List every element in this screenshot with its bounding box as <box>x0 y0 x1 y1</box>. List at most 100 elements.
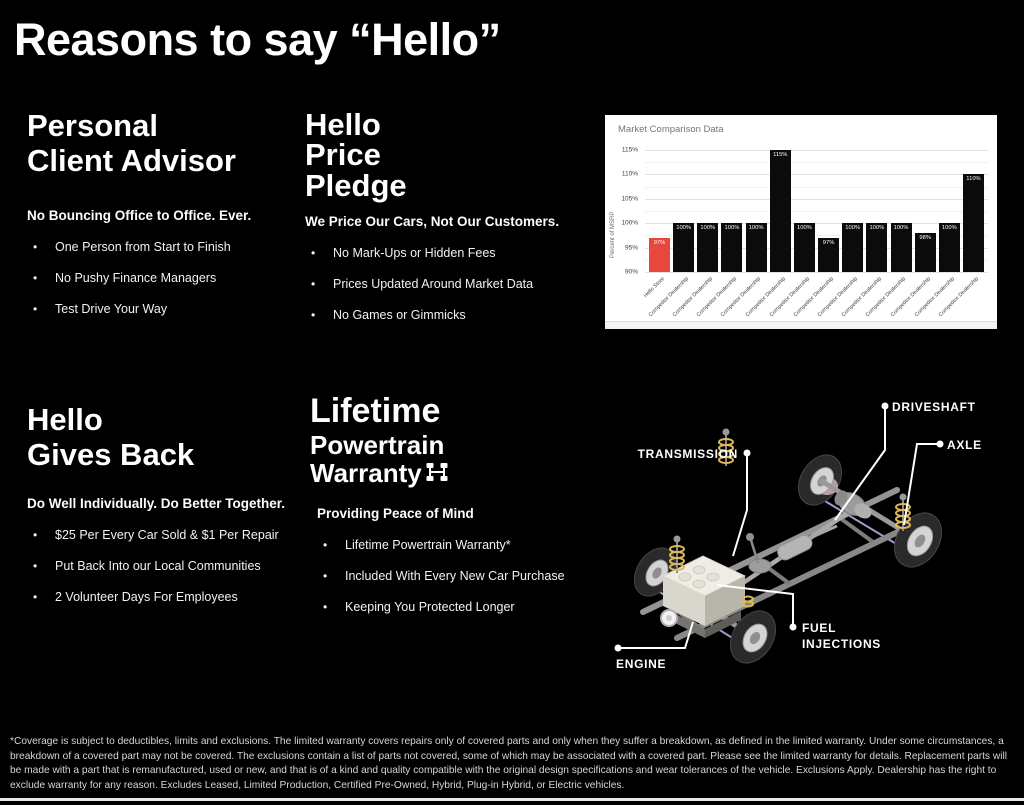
chart-bar: 115% <box>769 149 791 272</box>
section-hello-price-pledge: Hello Price Pledge We Price Our Cars, No… <box>305 107 590 339</box>
list-item: • Prices Updated Around Market Data <box>305 277 590 291</box>
differential <box>854 503 872 519</box>
bullet-icon: • <box>311 308 316 323</box>
gridline-major <box>645 272 988 273</box>
chart-bar: 100% <box>938 223 960 272</box>
market-comparison-chart: Market Comparison Data 115% 110% 105% 100% 9… <box>605 115 997 329</box>
bar-value-label: 97% <box>653 239 666 246</box>
y-tick-label: 110% <box>621 170 638 178</box>
list-item: • Keeping You Protected Longer <box>317 600 605 614</box>
label-fuel-injections: FUEL <box>802 621 836 635</box>
bar-value-label: 100% <box>700 225 716 232</box>
section-subheading: We Price Our Cars, Not Our Customers. <box>305 214 560 230</box>
heading-line: Client Advisor <box>27 143 236 179</box>
bar-value-label: 100% <box>941 225 957 232</box>
bullet-text: No Mark-Ups or Hidden Fees <box>333 246 496 261</box>
gridline-minor <box>645 235 988 237</box>
list-item: • Put Back Into our Local Communities <box>27 559 312 573</box>
chart-bar: 100% <box>890 223 912 272</box>
chart-bar: 100% <box>745 223 767 272</box>
list-item: • Test Drive Your Way <box>27 302 299 316</box>
y-tick-label: 90% <box>624 268 638 276</box>
section-subheading: Do Well Individually. Do Better Together… <box>27 496 286 512</box>
gridline-minor <box>645 162 988 164</box>
engine-callout-line <box>618 621 694 649</box>
powertrain-icon <box>425 459 449 485</box>
bullet-icon: • <box>323 600 328 614</box>
bar-value-label: 100% <box>748 225 764 232</box>
bullet-text: One Person from Start to Finish <box>55 240 231 255</box>
bullet-icon: • <box>33 271 38 286</box>
y-tick-label: 115% <box>621 146 638 154</box>
chart-bar: 100% <box>793 223 815 272</box>
gridline-major <box>645 174 988 176</box>
bullet-icon: • <box>33 528 38 543</box>
muffler <box>777 534 813 561</box>
section-heading: Lifetime Powertrain Warranty <box>310 394 605 486</box>
bullet-list: • Lifetime Powertrain Warranty* • Included… <box>317 538 605 614</box>
chart-bar: 100% <box>866 223 888 272</box>
label-driveshaft: DRIVESHAFT <box>892 400 976 414</box>
powertrain-diagram: DRIVESHAFT AXLE TRANSMISSION FUEL INJECT… <box>614 400 982 671</box>
bullet-text: Keeping You Protected Longer <box>345 600 515 614</box>
callout-lines <box>618 406 940 649</box>
bullet-icon: • <box>323 538 328 552</box>
bullet-icon: • <box>311 246 316 261</box>
driveshaft-callout-line <box>834 406 886 521</box>
coil-spring <box>718 428 734 466</box>
chart-title: Market Comparison Data <box>618 124 724 135</box>
chart-y-axis-label: Percent of MSRP <box>610 211 616 258</box>
heading-line: Price <box>305 137 381 173</box>
section-subheading: No Bouncing Office to Office. Ever. <box>27 208 252 224</box>
bullet-text: Lifetime Powertrain Warranty* <box>345 538 511 552</box>
gridline-major <box>645 223 988 225</box>
gridline-minor <box>645 210 988 212</box>
coil-spring <box>895 493 911 531</box>
heading-line: Powertrain <box>310 430 445 460</box>
heading-text: Warranty <box>310 458 422 488</box>
bullet-text: 2 Volunteer Days For Employees <box>55 590 238 605</box>
list-item: • No Pushy Finance Managers <box>27 271 299 285</box>
label-axle: AXLE <box>947 438 982 452</box>
chart-bar: 97% <box>818 237 840 272</box>
list-item: • Included With Every New Car Purchase <box>317 569 605 583</box>
heading-line: Warranty <box>310 459 605 486</box>
chart-x-axis: Hello Store Competitor Dealership Competit… <box>642 274 988 324</box>
list-item: • No Mark-Ups or Hidden Fees <box>305 246 590 260</box>
chart-y-axis: 115% 110% 105% 100% 95% 90% <box>605 145 641 275</box>
gridline-major <box>645 247 988 249</box>
bullet-list: • No Mark-Ups or Hidden Fees • Prices Upda… <box>305 246 590 322</box>
bar-value-label: 100% <box>869 225 885 232</box>
rear-right-wheel <box>893 512 943 568</box>
bullet-text: Test Drive Your Way <box>55 302 168 317</box>
chart-plot: 97% 100% 100% 100% 100% 115% 100% 97% 100% 100% 10… <box>645 145 988 273</box>
y-tick-label: 95% <box>624 244 638 252</box>
bar-value-label: 100% <box>676 225 692 232</box>
heading-line: Lifetime <box>310 392 441 430</box>
bullet-icon: • <box>33 559 38 574</box>
heading-line: Personal <box>27 108 158 143</box>
gridline-minor <box>645 259 988 261</box>
bullet-text: No Pushy Finance Managers <box>55 271 217 286</box>
crossmember <box>838 516 875 544</box>
bar-value-label: 115% <box>773 151 788 158</box>
bullet-text: Included With Every New Car Purchase <box>345 569 565 583</box>
bar-value-label: 110% <box>966 176 981 183</box>
chart-bar: 100% <box>842 223 864 272</box>
section-heading: Hello Gives Back <box>27 402 312 472</box>
exhaust-pipe <box>809 524 838 540</box>
list-item: • Lifetime Powertrain Warranty* <box>317 538 605 552</box>
page-title: Reasons to say “Hello” <box>14 14 501 65</box>
list-item: • One Person from Start to Finish <box>27 240 299 254</box>
chart-bar: 100% <box>721 223 743 272</box>
bullet-list: • $25 Per Every Car Sold & $1 Per Repair … <box>27 528 312 604</box>
x-tick-label: Hello Store <box>642 276 666 300</box>
bullet-icon: • <box>33 240 38 255</box>
coil-spring <box>669 535 685 573</box>
chart-bar: 110% <box>963 174 984 272</box>
chart-bar: 100% <box>673 223 695 272</box>
y-tick-label: 105% <box>621 195 638 203</box>
bottom-divider <box>0 798 1024 801</box>
fuel-callout-line <box>716 584 794 627</box>
heading-line: Hello <box>305 107 381 142</box>
